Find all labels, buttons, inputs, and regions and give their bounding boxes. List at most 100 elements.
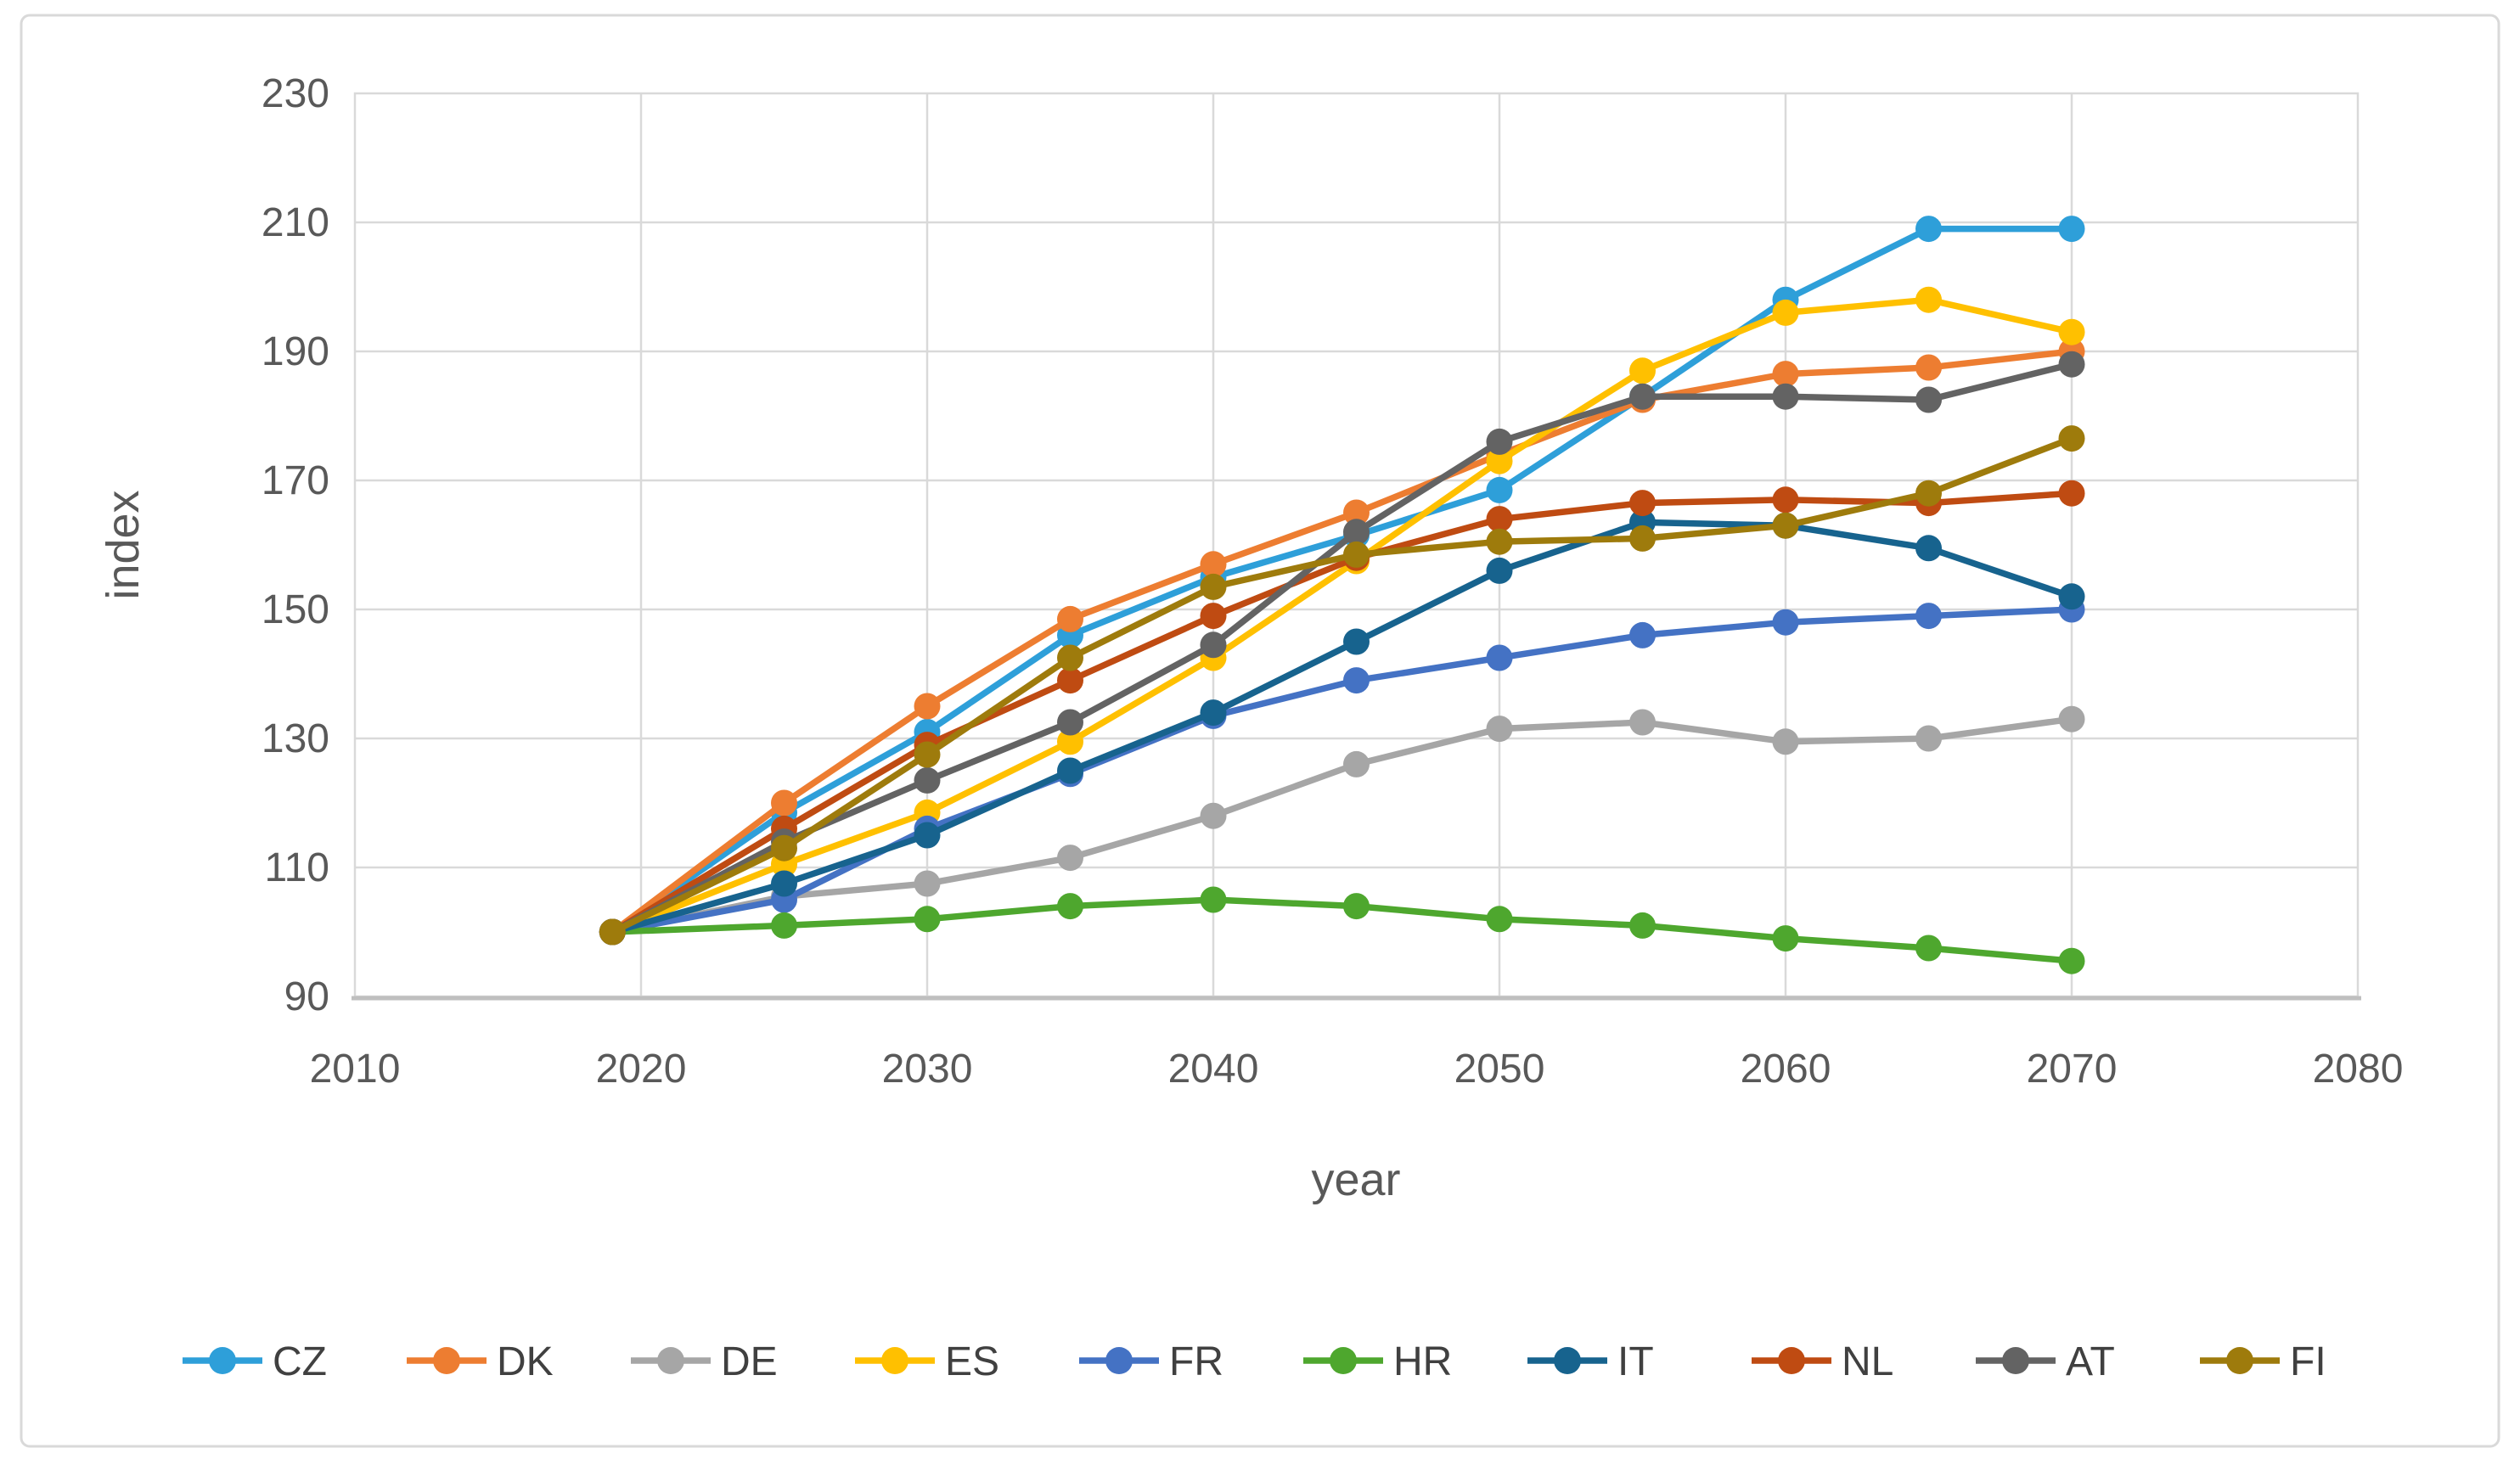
x-tick-label-2010: 2010	[310, 1047, 401, 1092]
point-FI-2070	[2058, 425, 2085, 452]
point-NL-2055	[1629, 490, 1656, 517]
point-AT-2030	[914, 766, 941, 794]
point-DE-2040	[1200, 802, 1227, 829]
point-FI-2060	[1772, 512, 1799, 539]
series-HR	[599, 886, 2085, 974]
x-tick-label-2020: 2020	[596, 1047, 687, 1092]
point-FI-2055	[1629, 525, 1656, 552]
point-FI-2035	[1057, 644, 1083, 671]
point-HR-2055	[1629, 912, 1656, 939]
point-CZ-2050	[1486, 476, 1513, 503]
point-NL-2070	[2058, 480, 2085, 507]
point-IT-2065	[1915, 535, 1942, 562]
legend-marker-FI	[2226, 1347, 2253, 1374]
point-NL-2060	[1772, 486, 1799, 514]
point-DK-2030	[914, 693, 941, 720]
y-tick-label-150: 150	[262, 587, 329, 632]
legend-item-FI: FI	[2200, 1339, 2326, 1384]
legend-label-FR: FR	[1169, 1339, 1223, 1384]
legend-label-NL: NL	[1842, 1339, 1893, 1384]
y-tick-label-130: 130	[262, 716, 329, 761]
point-IT-2040	[1200, 699, 1227, 727]
legend-label-DE: DE	[721, 1339, 778, 1384]
point-DE-2035	[1057, 845, 1083, 872]
legend-label-CZ: CZ	[273, 1339, 327, 1384]
legend-marker-HR	[1330, 1347, 1357, 1374]
point-FR-2065	[1915, 603, 1942, 630]
point-IT-2030	[914, 822, 941, 849]
point-NL-2040	[1200, 603, 1227, 630]
point-FI-2025	[771, 834, 797, 862]
point-DK-2025	[771, 789, 797, 817]
legend-marker-DK	[433, 1347, 460, 1374]
legend-marker-CZ	[209, 1347, 236, 1374]
series-FI	[599, 425, 2085, 946]
point-DE-2055	[1629, 709, 1656, 736]
point-ES-2055	[1629, 357, 1656, 384]
point-IT-2025	[771, 870, 797, 897]
x-tick-label-2030: 2030	[882, 1047, 973, 1092]
legend-item-DE: DE	[631, 1339, 778, 1384]
x-tick-label-2060: 2060	[1741, 1047, 1831, 1092]
point-AT-2060	[1772, 383, 1799, 410]
point-FR-2060	[1772, 609, 1799, 636]
point-FI-2019	[599, 918, 626, 946]
point-HR-2045	[1343, 893, 1370, 920]
point-IT-2035	[1057, 757, 1083, 784]
x-axis-title: year	[1311, 1154, 1400, 1205]
point-FR-2045	[1343, 667, 1370, 694]
point-DK-2060	[1772, 361, 1799, 388]
point-FI-2040	[1200, 573, 1227, 600]
legend-marker-NL	[1778, 1347, 1805, 1374]
legend-item-HR: HR	[1303, 1339, 1452, 1384]
legend-item-CZ: CZ	[183, 1339, 327, 1384]
legend-item-FR: FR	[1079, 1339, 1223, 1384]
point-DK-2040	[1200, 551, 1227, 578]
legend-label-IT: IT	[1617, 1339, 1654, 1384]
y-tick-label-170: 170	[262, 458, 329, 503]
point-AT-2055	[1629, 383, 1656, 410]
point-HR-2060	[1772, 925, 1799, 952]
x-tick-label-2080: 2080	[2313, 1047, 2404, 1092]
point-CZ-2065	[1915, 216, 1942, 243]
point-IT-2045	[1343, 628, 1370, 655]
x-tick-label-2040: 2040	[1168, 1047, 1259, 1092]
point-ES-2050	[1486, 447, 1513, 474]
series-AT	[599, 351, 2085, 946]
legend-marker-IT	[1554, 1347, 1581, 1374]
legend-item-NL: NL	[1752, 1339, 1893, 1384]
point-ES-2070	[2058, 318, 2085, 345]
point-DE-2060	[1772, 728, 1799, 755]
legend-label-HR: HR	[1393, 1339, 1452, 1384]
legend-label-FI: FI	[2290, 1339, 2326, 1384]
point-ES-2065	[1915, 286, 1942, 313]
point-IT-2070	[2058, 583, 2085, 610]
point-DE-2030	[914, 870, 941, 897]
point-FI-2065	[1915, 480, 1942, 507]
point-HR-2040	[1200, 886, 1227, 913]
point-HR-2035	[1057, 893, 1083, 920]
point-IT-2050	[1486, 557, 1513, 584]
point-AT-2045	[1343, 519, 1370, 546]
point-DE-2065	[1915, 725, 1942, 752]
legend: CZ DK DE ES FR HR IT NL AT FI	[183, 1339, 2326, 1384]
y-tick-label-230: 230	[262, 71, 329, 116]
point-DE-2045	[1343, 750, 1370, 777]
legend-label-ES: ES	[945, 1339, 999, 1384]
legend-marker-AT	[2002, 1347, 2029, 1374]
point-AT-2040	[1200, 631, 1227, 659]
y-tick-label-110: 110	[264, 845, 329, 890]
point-HR-2065	[1915, 935, 1942, 962]
point-DE-2070	[2058, 705, 2085, 732]
point-CZ-2070	[2058, 216, 2085, 243]
point-FI-2050	[1486, 528, 1513, 555]
x-tick-label-2070: 2070	[2027, 1047, 2118, 1092]
y-tick-label-90: 90	[284, 974, 329, 1019]
legend-item-IT: IT	[1527, 1339, 1654, 1384]
legend-marker-FR	[1105, 1347, 1133, 1374]
point-FR-2055	[1629, 621, 1656, 648]
point-NL-2035	[1057, 667, 1083, 694]
point-DE-2050	[1486, 716, 1513, 743]
point-AT-2065	[1915, 386, 1942, 413]
